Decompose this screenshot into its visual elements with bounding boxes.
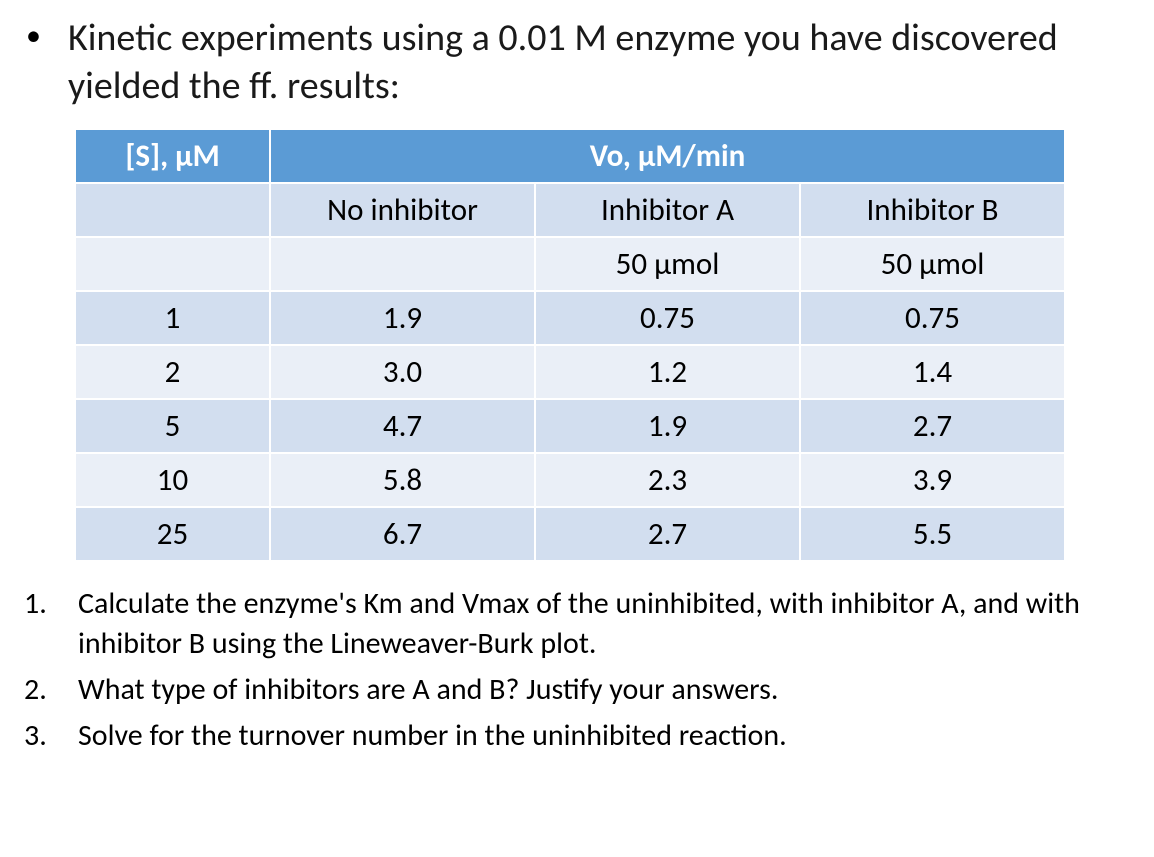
cell-v-a: 1.9 [535, 399, 800, 453]
cell-v-b: 0.75 [800, 291, 1065, 345]
empty-cell [75, 183, 270, 237]
inhibitor-b-conc: 50 μmol [800, 237, 1065, 291]
question-number: 2. [20, 670, 78, 710]
question-text: What type of inhibitors are A and B? Jus… [78, 670, 778, 710]
cell-v-none: 6.7 [270, 507, 535, 561]
empty-cell [270, 237, 535, 291]
cell-v-none: 1.9 [270, 291, 535, 345]
intro-paragraph: • Kinetic experiments using a 0.01 M enz… [20, 14, 1134, 110]
table-row: 1 1.9 0.75 0.75 [75, 291, 1065, 345]
table-row: 5 4.7 1.9 2.7 [75, 399, 1065, 453]
cell-s: 2 [75, 345, 270, 399]
intro-text: Kinetic experiments using a 0.01 M enzym… [68, 14, 1134, 110]
table-header-row-1: [S], μM Vo, μM/min [75, 129, 1065, 183]
header-inhibitor-a: Inhibitor A [535, 183, 800, 237]
kinetics-table: [S], μM Vo, μM/min No inhibitor Inhibito… [74, 128, 1066, 562]
table-row: 10 5.8 2.3 3.9 [75, 453, 1065, 507]
cell-v-none: 4.7 [270, 399, 535, 453]
cell-v-b: 1.4 [800, 345, 1065, 399]
question-item: 1. Calculate the enzyme's Km and Vmax of… [20, 584, 1124, 664]
header-substrate: [S], μM [75, 129, 270, 183]
cell-v-b: 2.7 [800, 399, 1065, 453]
cell-v-a: 2.7 [535, 507, 800, 561]
question-text: Calculate the enzyme's Km and Vmax of th… [78, 584, 1124, 664]
empty-cell [75, 237, 270, 291]
cell-v-b: 5.5 [800, 507, 1065, 561]
table-row: 25 6.7 2.7 5.5 [75, 507, 1065, 561]
header-no-inhibitor: No inhibitor [270, 183, 535, 237]
questions-list: 1. Calculate the enzyme's Km and Vmax of… [20, 584, 1134, 756]
cell-v-none: 3.0 [270, 345, 535, 399]
page: • Kinetic experiments using a 0.01 M enz… [0, 0, 1154, 756]
cell-s: 10 [75, 453, 270, 507]
cell-v-a: 0.75 [535, 291, 800, 345]
question-number: 1. [20, 584, 78, 624]
question-number: 3. [20, 716, 78, 756]
cell-s: 25 [75, 507, 270, 561]
header-inhibitor-b: Inhibitor B [800, 183, 1065, 237]
cell-v-a: 2.3 [535, 453, 800, 507]
question-item: 2. What type of inhibitors are A and B? … [20, 670, 1124, 710]
cell-v-a: 1.2 [535, 345, 800, 399]
question-item: 3. Solve for the turnover number in the … [20, 716, 1124, 756]
cell-v-none: 5.8 [270, 453, 535, 507]
cell-v-b: 3.9 [800, 453, 1065, 507]
table-row: 2 3.0 1.2 1.4 [75, 345, 1065, 399]
cell-s: 1 [75, 291, 270, 345]
table-header-row-3: 50 μmol 50 μmol [75, 237, 1065, 291]
bullet-icon: • [20, 14, 68, 57]
header-vo: Vo, μM/min [270, 129, 1065, 183]
question-text: Solve for the turnover number in the uni… [78, 716, 787, 756]
cell-s: 5 [75, 399, 270, 453]
inhibitor-a-conc: 50 μmol [535, 237, 800, 291]
table-header-row-2: No inhibitor Inhibitor A Inhibitor B [75, 183, 1065, 237]
